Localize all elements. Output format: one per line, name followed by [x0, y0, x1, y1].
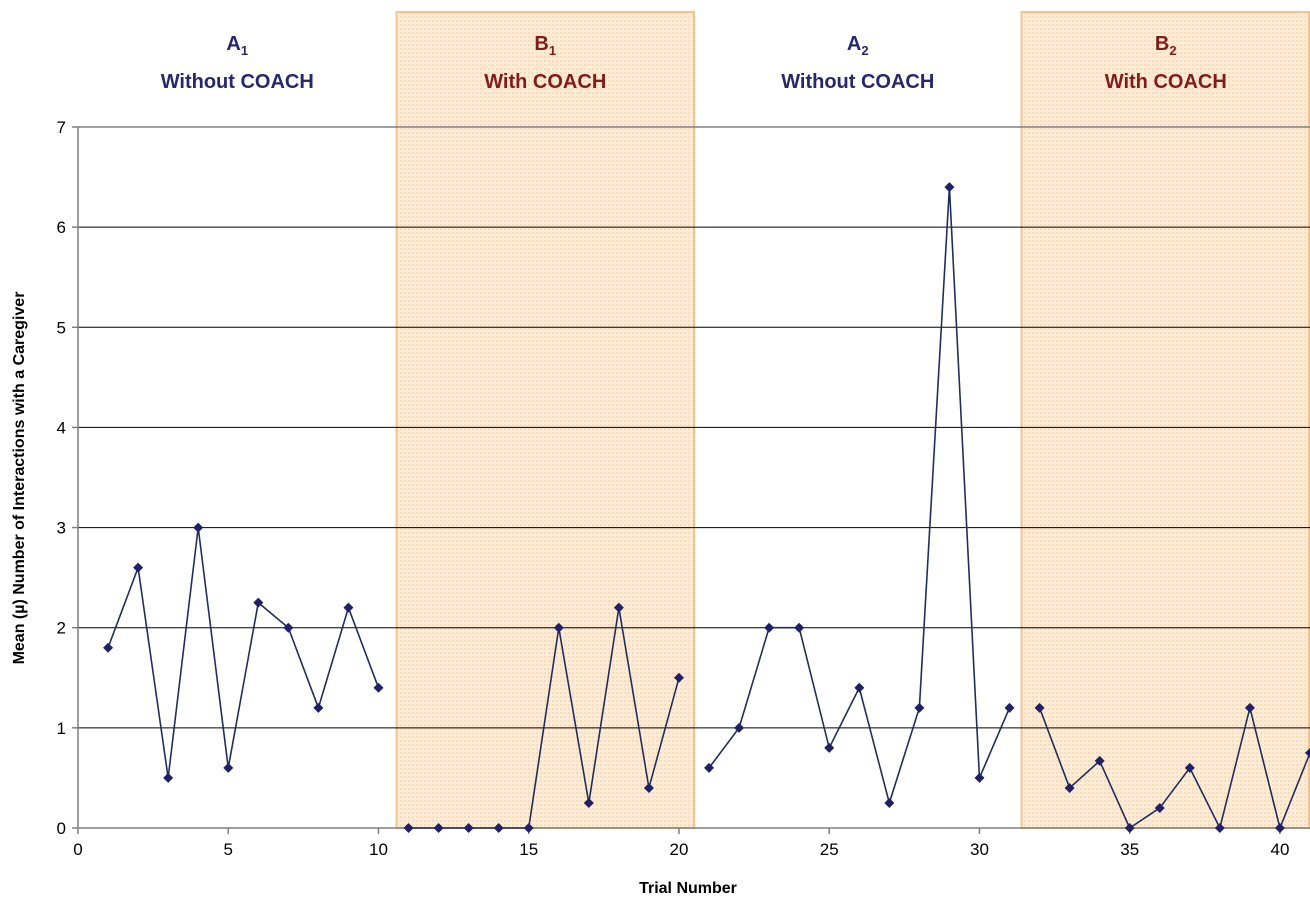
data-point-2-7 [914, 702, 925, 713]
data-point-2-6 [884, 797, 895, 808]
data-point-1-8 [643, 782, 654, 793]
y-tick-label-6: 6 [57, 218, 66, 237]
data-point-0-3 [193, 522, 204, 533]
series-line-1 [408, 607, 680, 829]
data-point-0-2 [163, 772, 174, 783]
data-point-2-1 [734, 722, 745, 733]
phase-label-subscript-3: 2 [1169, 43, 1176, 58]
data-point-0-5 [253, 597, 264, 608]
data-point-2-5 [854, 682, 865, 693]
x-tick-label-0: 0 [73, 840, 82, 859]
data-point-3-2 [1094, 755, 1105, 766]
y-tick-label-3: 3 [57, 519, 66, 538]
y-tick-label-0: 0 [57, 819, 66, 838]
data-point-2-4 [824, 742, 835, 753]
data-point-1-3 [493, 823, 504, 833]
x-tick-label-25: 25 [820, 840, 839, 859]
data-point-0-9 [373, 682, 384, 693]
x-axis-title: Trial Number [639, 880, 737, 897]
data-point-2-2 [764, 622, 775, 633]
phase-label-subscript-0: 1 [241, 43, 248, 58]
data-point-2-0 [704, 762, 715, 773]
phase-label-text-0: Without COACH [161, 71, 314, 93]
series-line-3 [1038, 707, 1310, 831]
phase-label-letter-2: A2 [847, 33, 869, 58]
x-tick-label-35: 35 [1120, 840, 1139, 859]
y-tick-label-4: 4 [57, 418, 66, 437]
data-point-2-9 [974, 772, 985, 783]
data-point-0-4 [223, 762, 234, 773]
phase-label-text-1: With COACH [484, 71, 606, 93]
data-point-1-5 [553, 622, 564, 633]
y-tick-label-2: 2 [57, 619, 66, 638]
phase-label-subscript-2: 2 [861, 43, 868, 58]
x-tick-label-15: 15 [519, 840, 538, 859]
data-point-3-7 [1244, 702, 1255, 713]
data-point-0-0 [103, 642, 114, 653]
data-point-0-6 [283, 622, 294, 633]
data-point-0-8 [343, 602, 354, 613]
data-point-2-3 [794, 622, 805, 633]
data-point-3-3 [1124, 823, 1135, 833]
y-tick-label-5: 5 [57, 318, 66, 337]
data-point-0-1 [133, 562, 144, 573]
x-tick-label-30: 30 [970, 840, 989, 859]
data-point-1-1 [433, 823, 444, 833]
series-line-2 [708, 187, 1011, 806]
data-point-0-7 [313, 702, 324, 713]
x-tick-label-20: 20 [670, 840, 689, 859]
data-point-2-8 [944, 182, 955, 193]
phase-label-subscript-1: 1 [549, 43, 556, 58]
phase-label-text-3: With COACH [1105, 71, 1227, 93]
y-tick-label-7: 7 [57, 118, 66, 137]
phase-label-letter-0: A1 [226, 33, 248, 58]
data-point-1-2 [463, 823, 474, 833]
x-tick-label-5: 5 [224, 840, 233, 859]
data-point-3-8 [1274, 823, 1285, 833]
data-point-3-6 [1214, 823, 1225, 833]
data-point-3-0 [1034, 702, 1045, 713]
data-point-1-0 [403, 823, 414, 833]
data-point-2-10 [1004, 702, 1015, 713]
y-axis-title: Mean (µ) Number of Interactions with a C… [11, 292, 28, 665]
phase-shade-3 [1020, 11, 1310, 829]
y-tick-label-1: 1 [57, 719, 66, 738]
x-tick-label-10: 10 [369, 840, 388, 859]
data-point-1-4 [523, 823, 534, 833]
x-tick-label-40: 40 [1270, 840, 1289, 859]
series-line-0 [107, 527, 380, 779]
data-point-3-4 [1154, 802, 1165, 813]
data-point-3-9 [1305, 747, 1310, 758]
data-point-3-5 [1184, 762, 1195, 773]
data-point-1-9 [673, 672, 684, 683]
phase-shade-1 [395, 11, 695, 829]
data-point-3-1 [1064, 782, 1075, 793]
data-point-1-6 [583, 797, 594, 808]
phase-label-text-2: Without COACH [781, 71, 934, 93]
data-point-1-7 [613, 602, 624, 613]
